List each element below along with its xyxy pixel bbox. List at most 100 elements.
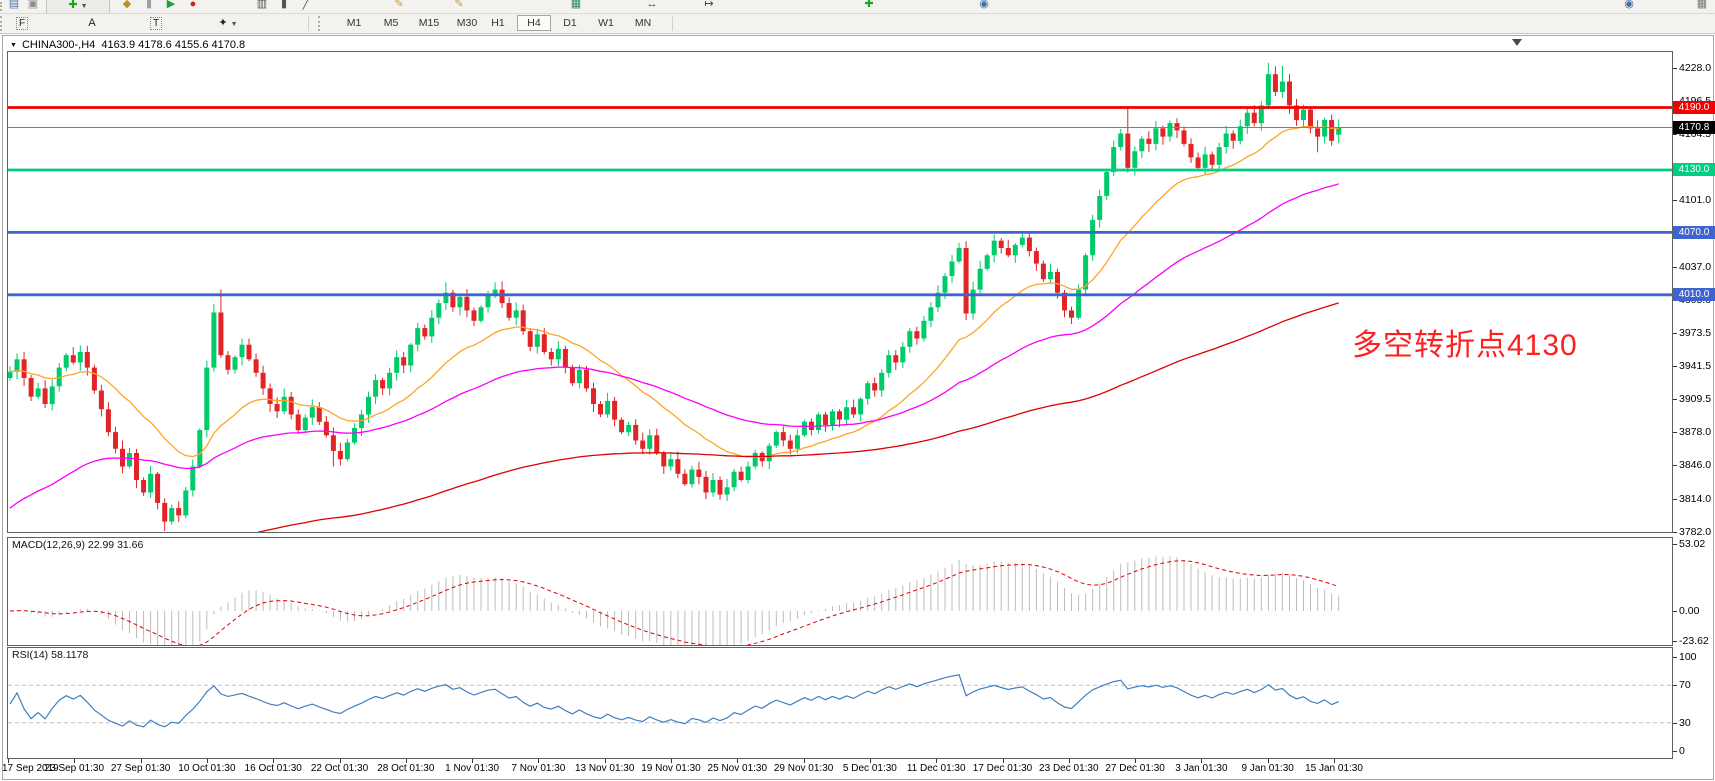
- history-center-icon[interactable]: ▮: [145, 0, 153, 10]
- candle-body: [436, 303, 442, 318]
- date-tick-label: 23 Dec 01:30: [1039, 763, 1099, 774]
- autotrading-icon[interactable]: ▶: [166, 0, 176, 10]
- candle-body: [366, 396, 371, 415]
- candle-body: [91, 367, 97, 391]
- tab-m30[interactable]: M30: [456, 17, 478, 29]
- macd-panel[interactable]: MACD(12,26,9) 22.99 31.66: [7, 537, 1673, 646]
- line-chart-icon[interactable]: ╱: [302, 0, 310, 10]
- candle-body: [1244, 112, 1250, 127]
- date-axis-tick: [1135, 759, 1137, 763]
- candle-body: [1005, 248, 1011, 256]
- period-icon[interactable]: ◉: [979, 0, 989, 10]
- date-tick-label: 13 Nov 01:30: [574, 763, 635, 774]
- chart-info-line[interactable]: ▼ CHINA300-,H4 4163.9 4178.6 4155.6 4170.…: [10, 39, 245, 51]
- tab-m15[interactable]: M15: [418, 17, 440, 29]
- tab-m1[interactable]: M1: [346, 17, 362, 29]
- profiles-icon[interactable]: ▣: [27, 0, 39, 10]
- arrows-icon[interactable]: ✦ ▼: [216, 15, 240, 31]
- candle-body: [373, 380, 379, 397]
- stop-icon[interactable]: ●: [189, 0, 197, 10]
- toolbar-grip[interactable]: [0, 2, 5, 11]
- date-axis-tick: [1002, 759, 1004, 763]
- date-axis-tick: [1267, 759, 1269, 763]
- candle-body: [274, 404, 280, 412]
- tab-h1[interactable]: H1: [491, 17, 505, 29]
- tab-m5[interactable]: M5: [383, 17, 399, 29]
- layout-icon[interactable]: ▦: [1696, 0, 1708, 10]
- price-axis-tick: [1673, 640, 1677, 642]
- macd-canvas[interactable]: [8, 538, 1672, 645]
- zoom-out-icon[interactable]: ✎: [454, 0, 464, 10]
- macd-tick-label: 0.00: [1679, 605, 1700, 617]
- date-tick-label: 27 Dec 01:30: [1105, 763, 1165, 774]
- text-label-icon[interactable]: T: [144, 15, 168, 31]
- candle-body: [787, 440, 793, 449]
- tab-d1[interactable]: D1: [563, 17, 577, 29]
- candle-body: [745, 466, 751, 480]
- zoom-in-icon[interactable]: ✎: [394, 0, 404, 10]
- candle-body: [1329, 120, 1335, 141]
- toolbar-grip[interactable]: [0, 16, 5, 31]
- candle-body: [801, 421, 807, 436]
- add-indicator-icon[interactable]: ✚: [864, 0, 874, 10]
- metaeditor-icon[interactable]: ◆: [122, 0, 132, 10]
- symbol-period-label: CHINA300-,H4: [21, 39, 96, 51]
- date-axis-tick: [1201, 759, 1203, 763]
- candle-body: [949, 261, 955, 277]
- auto-scroll-icon[interactable]: ↔: [646, 0, 658, 10]
- tab-w1[interactable]: W1: [598, 17, 614, 29]
- candle-body: [689, 469, 695, 485]
- candle-body: [893, 355, 899, 363]
- date-tick-label: 28 Oct 01:30: [377, 763, 435, 774]
- tab-mn[interactable]: MN: [634, 17, 652, 29]
- price-axis-tick: [1673, 68, 1677, 69]
- candle-body: [1336, 127, 1342, 135]
- bar-chart-icon[interactable]: ▥: [256, 0, 268, 10]
- candle-body: [555, 348, 561, 360]
- candle-body: [991, 240, 997, 256]
- text-icon[interactable]: A: [80, 15, 104, 31]
- fibonacci-icon[interactable]: F: [10, 15, 34, 31]
- dropdown-caret-icon[interactable]: ▼: [80, 3, 88, 10]
- candle-body: [696, 469, 702, 477]
- text-icon-glyph: A: [88, 17, 96, 29]
- price-axis-tick: [1673, 134, 1677, 136]
- candle-body: [471, 310, 477, 321]
- price-panel[interactable]: [7, 51, 1673, 533]
- new-chart-icon[interactable]: ▤: [8, 0, 20, 10]
- toolbar-separator: [672, 16, 673, 31]
- date-axis-tick: [1334, 759, 1335, 763]
- dropdown-caret-icon[interactable]: ▼: [230, 21, 238, 28]
- candle-body: [1153, 128, 1159, 144]
- price-tick-label: 4228.0: [1679, 62, 1712, 74]
- date-tick-label: 17 Sep 2019: [2, 763, 59, 774]
- candle-body: [942, 276, 948, 293]
- price-tick-label: 3909.5: [1679, 393, 1712, 406]
- help-icon[interactable]: ◉: [1624, 0, 1634, 10]
- chart-shift-marker[interactable]: [1512, 39, 1522, 46]
- toolbar-row-tools: F A T ✦ ▼ M1 M5 M15 M30 H1 H4 D1 W1 MN: [0, 14, 1715, 34]
- chart-shift-icon[interactable]: ↦: [704, 0, 714, 10]
- price-axis-tick: [1673, 266, 1677, 268]
- tab-h4[interactable]: H4: [517, 15, 551, 31]
- date-tick-label: 10 Oct 01:30: [178, 763, 236, 774]
- candlestick-chart-icon[interactable]: ▮: [280, 0, 288, 10]
- candle-body: [872, 383, 878, 391]
- toolbar-grip[interactable]: [318, 16, 323, 31]
- price-axis-tick: [1673, 399, 1677, 401]
- chart-annotation[interactable]: 多空转折点4130: [1352, 329, 1578, 362]
- candle-body: [478, 307, 484, 321]
- new-order-button[interactable]: ✚ ▼: [46, 0, 110, 13]
- candle-body: [492, 289, 498, 295]
- rsi-canvas[interactable]: [8, 648, 1672, 758]
- price-axis-tick: [1673, 751, 1677, 752]
- symbol-dropdown-icon[interactable]: ▼: [10, 42, 17, 49]
- candle-body: [823, 414, 828, 425]
- price-chart-canvas[interactable]: [8, 52, 1672, 532]
- candle-body: [105, 409, 111, 433]
- tile-windows-icon[interactable]: ▦: [570, 0, 582, 10]
- rsi-panel[interactable]: RSI(14) 58.1178: [7, 647, 1673, 759]
- candle-body: [998, 240, 1004, 248]
- candle-body: [668, 459, 674, 467]
- candle-body: [323, 421, 329, 436]
